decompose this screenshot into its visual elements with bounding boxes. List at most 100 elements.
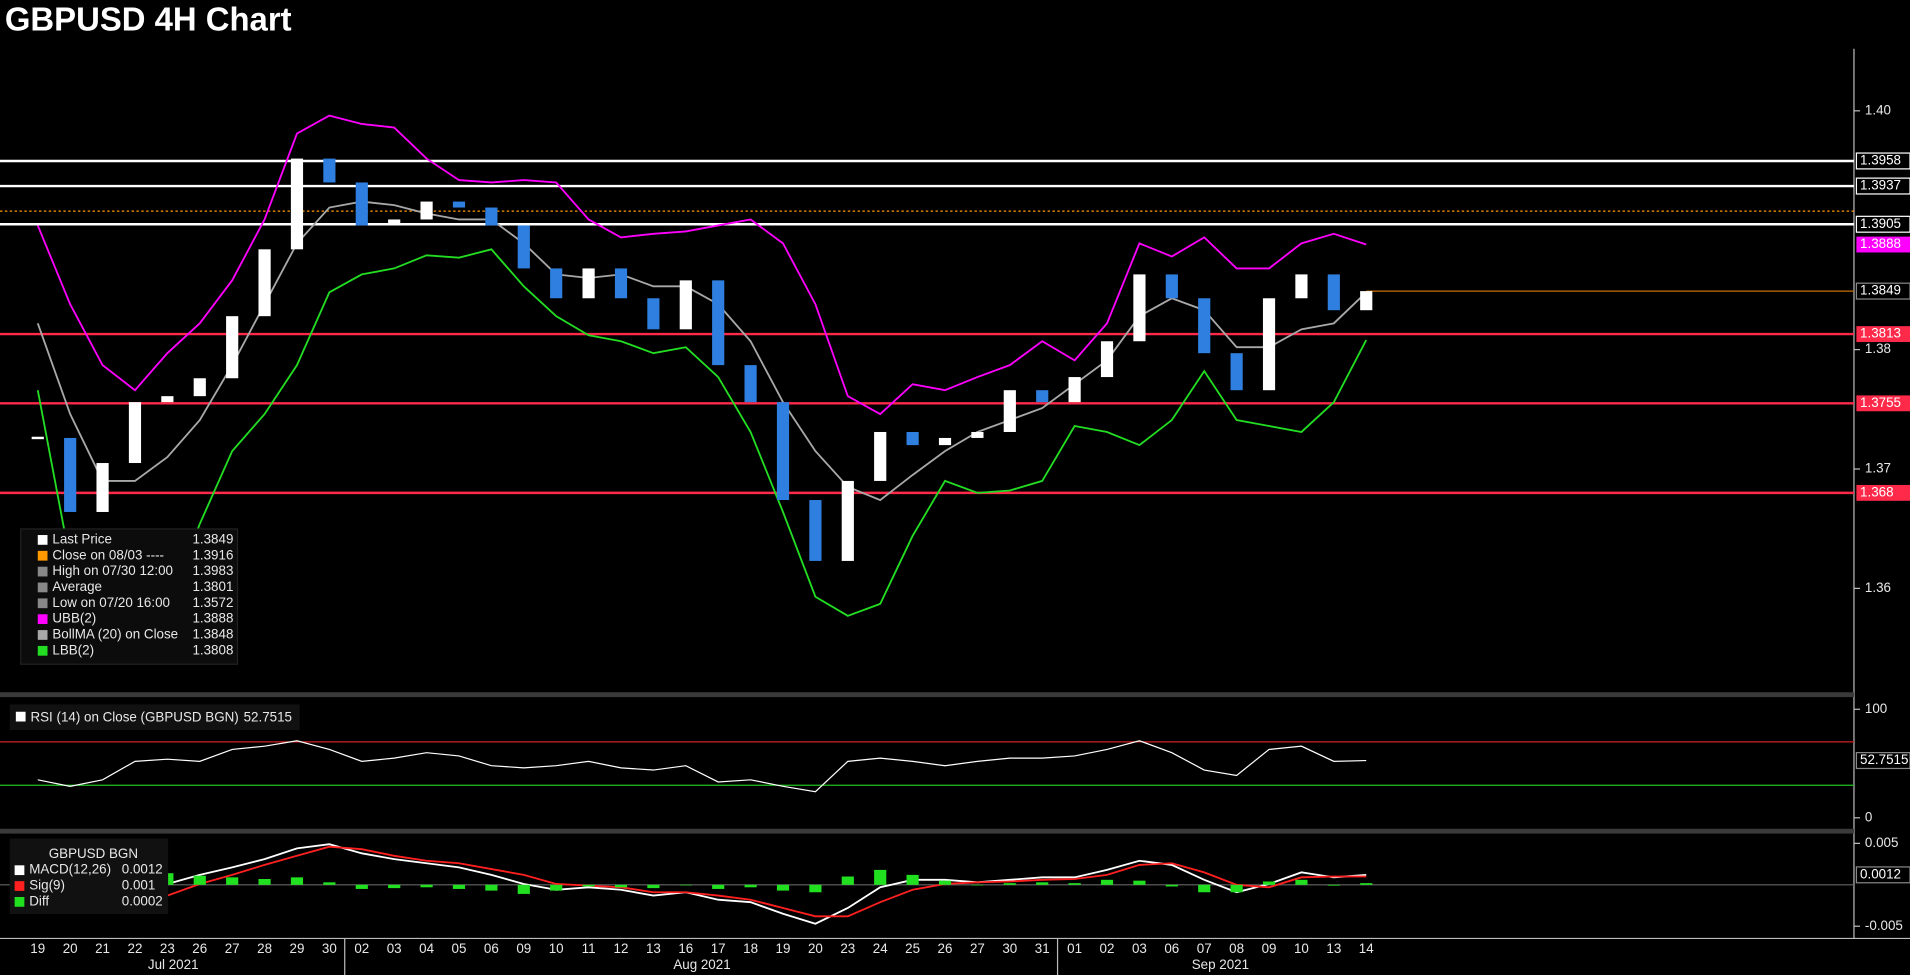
x-tick-label: 07 — [1197, 941, 1212, 956]
macd-legend-box — [9, 838, 169, 915]
legend-value: 1.3888 — [192, 611, 233, 626]
candle — [906, 431, 919, 446]
panel-divider — [0, 692, 1854, 698]
x-tick-label: 09 — [516, 941, 531, 956]
x-tick-label: 23 — [840, 941, 855, 956]
legend-label: Low on 07/20 16:00 — [52, 595, 170, 610]
x-tick-label: 25 — [905, 941, 920, 956]
candle — [485, 207, 498, 226]
rsi-value: 52.7515 — [244, 709, 292, 724]
value-tag — [1855, 866, 1910, 884]
diff-bar — [1198, 884, 1211, 893]
diff-bar — [258, 879, 271, 885]
candle — [323, 158, 336, 183]
legend-label: MACD(12,26) — [29, 862, 111, 877]
diff-bar — [712, 884, 725, 889]
candle — [452, 201, 466, 208]
value-tag-label: 0.0012 — [1860, 866, 1901, 881]
candle — [1198, 298, 1211, 354]
candle — [971, 431, 984, 438]
x-tick-label: 22 — [128, 941, 143, 956]
legend-marker — [37, 598, 48, 609]
rsi-label: RSI (14) on Close (GBPUSD BGN) — [30, 709, 238, 724]
candle — [1068, 377, 1081, 403]
x-tick-label: 04 — [419, 941, 434, 956]
diff-bar — [226, 877, 239, 885]
candle — [290, 158, 304, 250]
legend-box — [20, 528, 239, 665]
value-tag — [1855, 177, 1910, 195]
value-tag-label: 1.3937 — [1860, 178, 1901, 193]
x-tick-label: 30 — [322, 941, 337, 956]
y-tick-label: 1.36 — [1865, 580, 1891, 595]
x-tick-label: 08 — [1229, 941, 1244, 956]
value-tag-label: 52.7515 — [1860, 752, 1908, 767]
candle — [258, 249, 271, 317]
legend-marker — [14, 881, 25, 891]
legend-marker — [37, 566, 48, 577]
candle — [776, 402, 790, 501]
value-tag-label: 1.3813 — [1860, 326, 1901, 341]
candle — [1003, 390, 1016, 432]
y-tick-label: 100 — [1865, 701, 1887, 716]
legend-value: 1.3916 — [192, 547, 233, 562]
diff-bar — [1295, 879, 1308, 885]
value-tag-label: 1.368 — [1860, 484, 1894, 499]
candle — [96, 463, 109, 512]
y-tick-label: 1.37 — [1865, 461, 1891, 476]
x-tick-label: 24 — [873, 941, 888, 956]
legend-label: Average — [52, 579, 102, 594]
x-tick-label: 27 — [970, 941, 985, 956]
candle — [1262, 298, 1276, 391]
candle — [388, 219, 401, 226]
candle — [841, 480, 854, 561]
candle — [647, 298, 660, 330]
diff-bar — [841, 876, 854, 885]
diff-bar — [1230, 884, 1243, 893]
candle — [226, 316, 239, 379]
x-tick-label: 10 — [1294, 941, 1309, 956]
x-tick-label: 31 — [1035, 941, 1050, 956]
diff-bar — [1360, 883, 1373, 885]
candle — [874, 431, 887, 481]
y-tick-label: 1.38 — [1865, 341, 1891, 356]
legend-label: Last Price — [52, 531, 112, 546]
candle — [1360, 291, 1373, 311]
x-tick-label: 30 — [1002, 941, 1017, 956]
x-tick-label: 09 — [1262, 941, 1277, 956]
diff-bar — [938, 880, 952, 885]
candle — [1133, 274, 1146, 342]
legend-marker — [37, 550, 48, 561]
value-tag-label: 1.3958 — [1860, 153, 1901, 168]
month-label: Aug 2021 — [673, 957, 730, 972]
diff-bar — [1262, 881, 1276, 885]
x-tick-label: 28 — [257, 941, 272, 956]
diff-bar — [517, 884, 530, 894]
value-tag-label: 1.3849 — [1860, 283, 1901, 298]
value-tag — [1855, 282, 1910, 300]
diff-bar — [744, 884, 757, 888]
diff-bar — [355, 884, 368, 889]
diff-bar — [776, 884, 790, 891]
candle — [550, 268, 563, 299]
legend-value: 0.0002 — [122, 893, 163, 908]
x-tick-label: 27 — [225, 941, 240, 956]
legend-label: LBB(2) — [52, 642, 94, 657]
y-tick-label: 0.005 — [1865, 835, 1899, 850]
legend-value: 1.3801 — [192, 579, 233, 594]
x-tick-label: 14 — [1359, 941, 1374, 956]
candle — [679, 280, 692, 330]
y-tick-label: -0.005 — [1865, 918, 1903, 933]
diff-bar — [971, 884, 984, 886]
candle — [582, 268, 595, 299]
legend-value: 1.3848 — [192, 627, 233, 642]
x-tick-label: 01 — [1067, 941, 1082, 956]
chart-title: GBPUSD 4H Chart — [5, 1, 292, 38]
value-tag-label: 1.3755 — [1860, 395, 1901, 410]
candle — [517, 225, 530, 269]
diff-bar — [1036, 882, 1049, 885]
x-tick-label: 02 — [1100, 941, 1115, 956]
candle — [1165, 274, 1178, 299]
